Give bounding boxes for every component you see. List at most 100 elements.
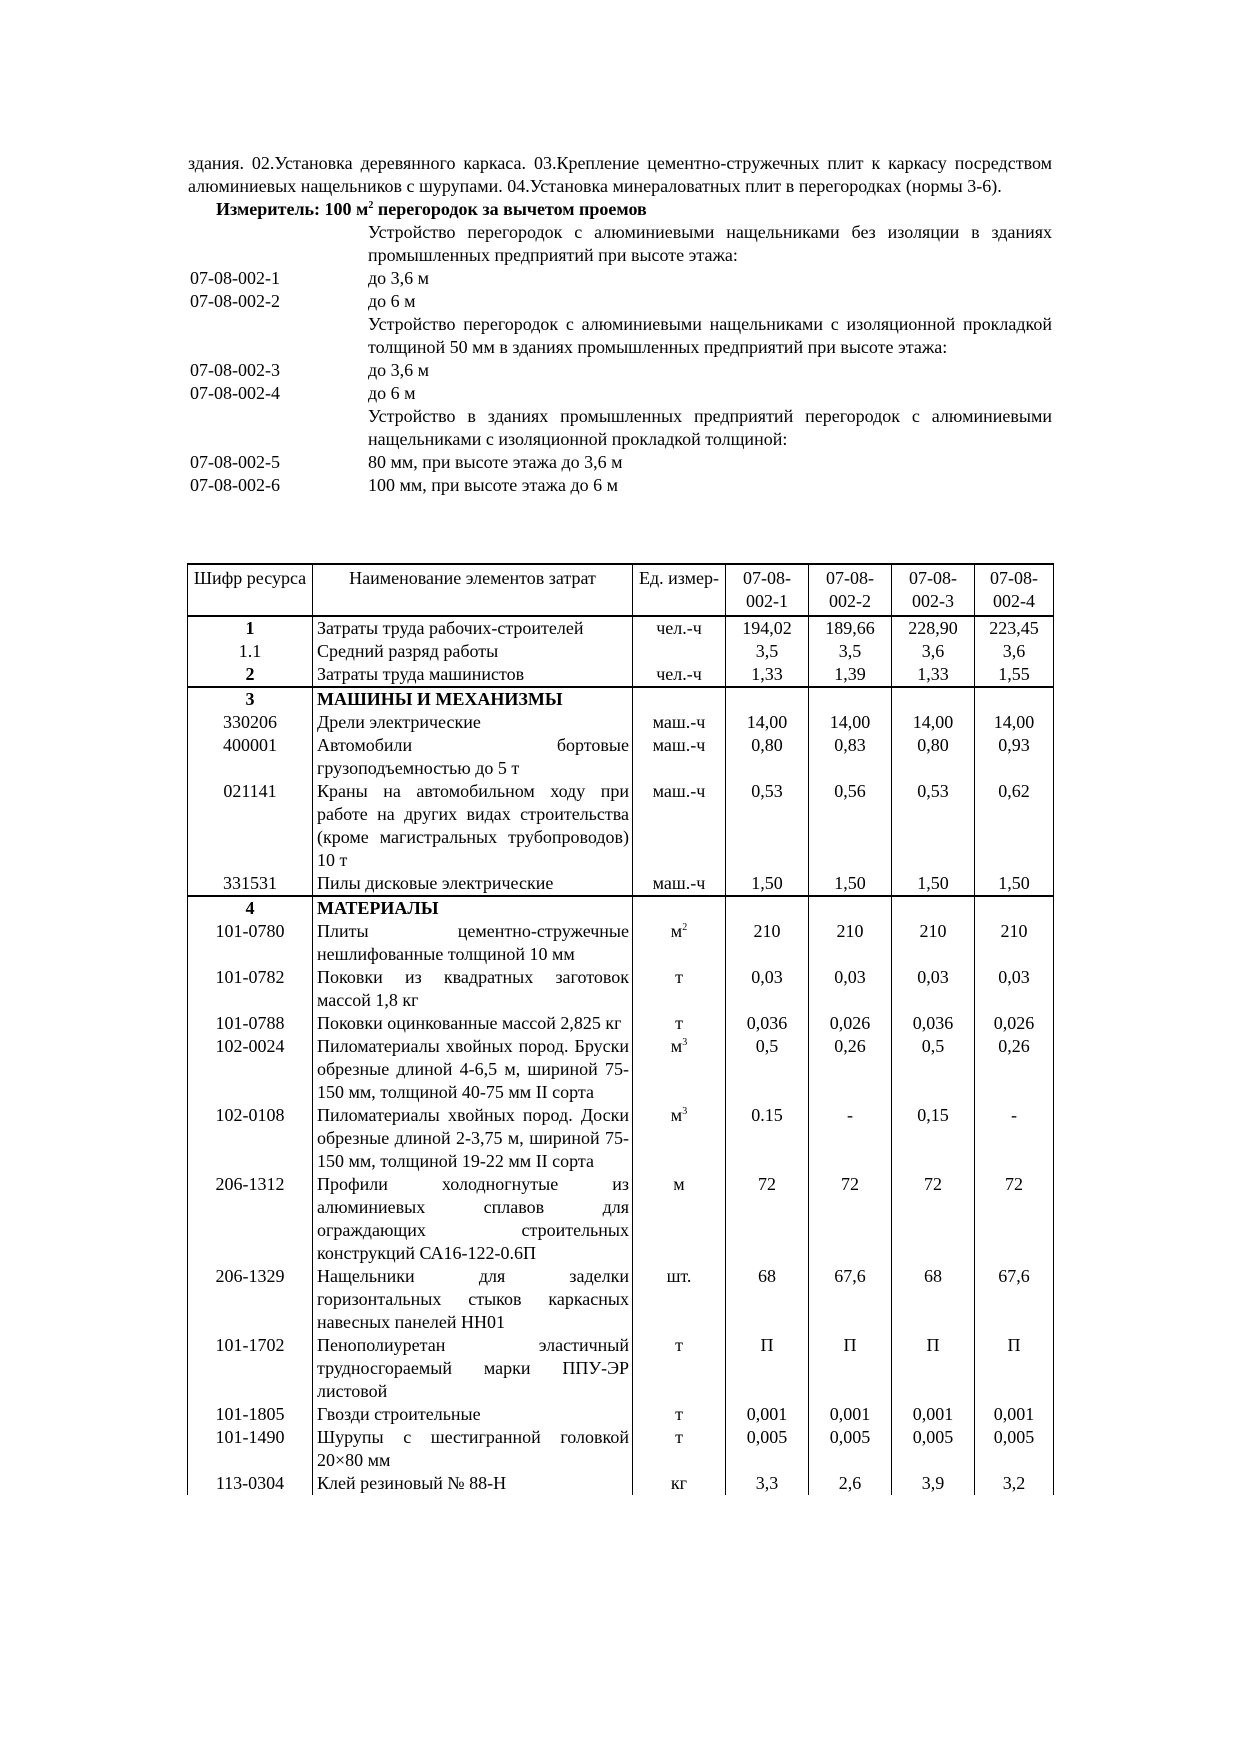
resource-name: Автомобили бортовые грузоподъемностью до… (312, 734, 633, 780)
unit-sup: 2 (682, 922, 688, 933)
value-cell (808, 895, 892, 920)
unit-cell: кг (632, 1472, 726, 1495)
measure-prefix: Измеритель: 100 м (216, 199, 369, 219)
resource-code: 400001 (187, 734, 313, 780)
value-cell: 1,33 (891, 663, 975, 687)
resource-code: 101-0782 (187, 966, 313, 1012)
resource-code: 4 (187, 895, 313, 920)
unit-cell: маш.-ч (632, 872, 726, 896)
table-row: 102-0024 Пиломатериалы хвойных пород. Бру… (187, 1035, 1054, 1104)
resource-code: 206-1312 (187, 1173, 313, 1265)
resource-code: 206-1329 (187, 1265, 313, 1334)
value-cell (725, 686, 809, 711)
table-row: 1 Затраты труда рабочих-строителей чел.-ч 1… (187, 615, 1054, 640)
unit: м (673, 1174, 685, 1194)
norm-text: 100 мм, при высоте этажа до 6 м (368, 475, 619, 495)
resource-name: Дрели электрические (312, 711, 633, 734)
value-cell: 14,00 (891, 711, 975, 734)
value-cell (891, 895, 975, 920)
value-cell: 0,036 (725, 1012, 809, 1035)
unit-cell (632, 895, 726, 920)
value-cell: 0,93 (974, 734, 1054, 780)
unit-cell: чел.-ч (632, 615, 726, 640)
column-header: Ед. измер- (632, 563, 726, 617)
table-row: 331531 Пилы дисковые электрические маш.-ч 1… (187, 872, 1054, 896)
value-cell: 14,00 (725, 711, 809, 734)
unit-sup: 3 (682, 1106, 688, 1117)
unit: т (675, 967, 683, 987)
unit-cell: т (632, 1334, 726, 1403)
norm-item: 07-08-002-3 до 3,6 м (188, 359, 1052, 382)
value-cell: 72 (808, 1173, 892, 1265)
value-cell: 67,6 (808, 1265, 892, 1334)
unit: т (675, 1335, 683, 1355)
value-cell: 1,39 (808, 663, 892, 687)
column-header: Шифр ресурса (187, 563, 313, 617)
value-cell: 3,3 (725, 1472, 809, 1495)
unit: маш.-ч (652, 735, 706, 755)
table-section: 4 МАТЕРИАЛЫ 101-0780 Плиты цементно-стружеч… (187, 895, 1054, 1495)
resource-name: Пиломатериалы хвойных пород. Доски обрез… (312, 1104, 633, 1173)
norm-code: 07-08-002-4 (190, 383, 280, 403)
unit-cell: т (632, 1403, 726, 1426)
value-cell: 0,5 (725, 1035, 809, 1104)
column-header: 07-08-002-1 (725, 563, 809, 617)
value-cell: 0,026 (974, 1012, 1054, 1035)
value-cell: 3,2 (974, 1472, 1054, 1495)
table-row: 3 МАШИНЫ И МЕХАНИЗМЫ (187, 686, 1054, 711)
norm-item: Устройство в зданиях промышленных предпр… (188, 405, 1052, 451)
resource-name: Нащельники для заделки горизонтальных ст… (312, 1265, 633, 1334)
norm-code: 07-08-002-5 (190, 452, 280, 472)
document-body: здания. 02.Установка деревянного каркаса… (188, 152, 1052, 497)
unit: кг (670, 1473, 688, 1493)
resource-code: 331531 (187, 872, 313, 896)
resource-code: 021141 (187, 780, 313, 872)
value-cell: 0,80 (725, 734, 809, 780)
value-cell: 210 (808, 920, 892, 966)
table-row: 400001 Автомобили бортовые грузоподъемнос… (187, 734, 1054, 780)
table-row: 101-1805 Гвозди строительные т 0,001 0,001 0,… (187, 1403, 1054, 1426)
value-cell: 0,03 (974, 966, 1054, 1012)
table-row: 206-1329 Нащельники для заделки горизонта… (187, 1265, 1054, 1334)
unit: т (675, 1427, 683, 1447)
value-cell: 3,5 (725, 640, 809, 663)
column-header: 07-08-002-4 (974, 563, 1054, 617)
unit-cell: т (632, 966, 726, 1012)
table-row: 4 МАТЕРИАЛЫ (187, 895, 1054, 920)
unit-cell: шт. (632, 1265, 726, 1334)
value-cell: 194,02 (725, 615, 809, 640)
value-cell (725, 895, 809, 920)
value-cell: 3,5 (808, 640, 892, 663)
value-cell: 72 (974, 1173, 1054, 1265)
value-cell: 0,005 (808, 1426, 892, 1472)
unit: шт. (666, 1266, 692, 1286)
resource-name: Клей резиновый № 88-Н (312, 1472, 633, 1495)
value-cell: 0,56 (808, 780, 892, 872)
resource-name: Поковки из квадратных заготовок массой 1… (312, 966, 633, 1012)
norm-code (188, 313, 368, 359)
resource-code: 101-0780 (187, 920, 313, 966)
unit: чел.-ч (656, 618, 702, 638)
unit-cell (632, 686, 726, 711)
value-cell: 0,53 (891, 780, 975, 872)
table-row: 2 Затраты труда машинистов чел.-ч 1,33 1,39 1… (187, 663, 1054, 687)
value-cell: 0,026 (808, 1012, 892, 1035)
norm-text: до 3,6 м (368, 360, 430, 380)
table-row: 101-0780 Плиты цементно-стружечные нешлиф… (187, 920, 1054, 966)
value-cell: 0,001 (891, 1403, 975, 1426)
value-cell: 1,55 (974, 663, 1054, 687)
resource-name: Поковки оцинкованные массой 2,825 кг (312, 1012, 633, 1035)
intro-paragraph: здания. 02.Установка деревянного каркаса… (188, 153, 1052, 196)
norm-code: 07-08-002-3 (190, 360, 280, 380)
value-cell: 0,005 (725, 1426, 809, 1472)
measure-suffix: перегородок за вычетом проемов (373, 199, 647, 219)
value-cell: - (808, 1104, 892, 1173)
value-cell: 72 (725, 1173, 809, 1265)
norm-item: 07-08-002-1 до 3,6 м (188, 267, 1052, 290)
norm-list: Устройство перегородок с алюминиевыми на… (188, 221, 1052, 497)
value-cell (974, 895, 1054, 920)
norm-item: Устройство перегородок с алюминиевыми на… (188, 313, 1052, 359)
norm-text: до 6 м (368, 383, 416, 403)
value-cell: П (808, 1334, 892, 1403)
resource-name: МАШИНЫ И МЕХАНИЗМЫ (312, 686, 633, 711)
